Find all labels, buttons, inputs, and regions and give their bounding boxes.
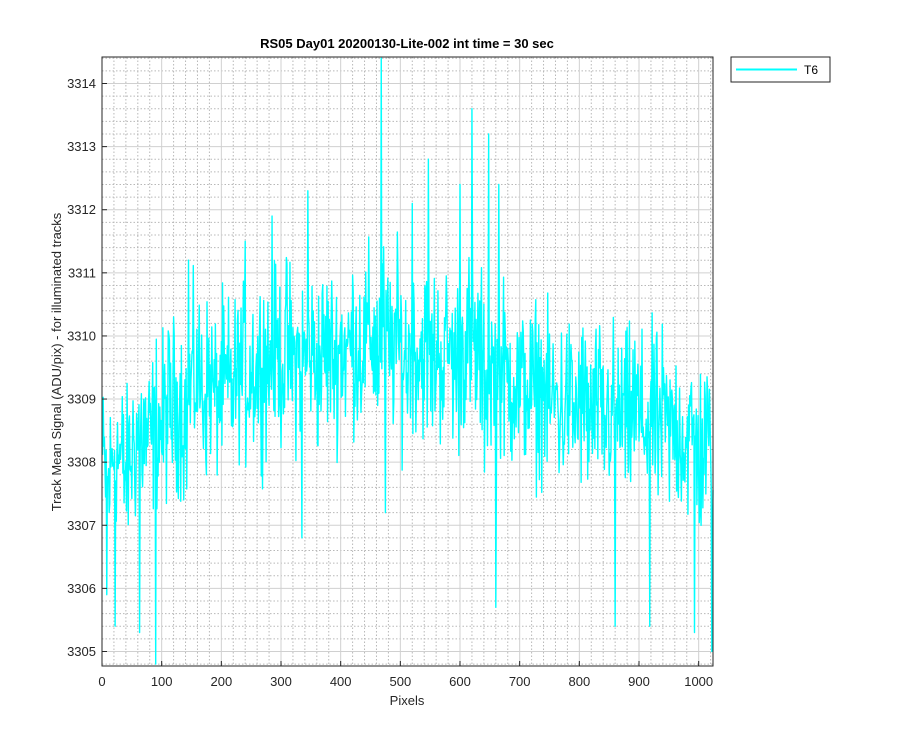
x-tick-label: 200 (210, 674, 232, 689)
y-tick-label: 3309 (67, 392, 96, 407)
plot-frame (101, 56, 714, 667)
x-tick-label: 1000 (684, 674, 713, 689)
y-tick-label: 3310 (67, 328, 96, 343)
y-tick-label: 3306 (67, 581, 96, 596)
chart-title: RS05 Day01 20200130-Lite-002 int time = … (260, 36, 554, 51)
series-line (101, 57, 714, 665)
x-tick-label: 300 (270, 674, 292, 689)
x-tick-label: 600 (449, 674, 471, 689)
x-tick-label: 500 (389, 674, 411, 689)
y-tick-label: 3313 (67, 139, 96, 154)
y-axis-label: Track Mean Signal (ADU/pix) - for illumi… (49, 212, 64, 511)
x-axis: 0 100 200 300 400 500 600 700 800 900 1000 (98, 661, 713, 689)
x-tick-label: 900 (628, 674, 650, 689)
y-tick-label: 3307 (67, 518, 96, 533)
x-tick-label: 800 (568, 674, 590, 689)
series-group (101, 57, 714, 665)
x-tick-label: 700 (509, 674, 531, 689)
y-tick-label: 3312 (67, 202, 96, 217)
minor-grid (102, 57, 713, 666)
legend-entry-label: T6 (804, 63, 818, 77)
x-axis-label: Pixels (390, 693, 425, 708)
y-tick-label: 3314 (67, 76, 96, 91)
x-tick-label: 0 (98, 674, 105, 689)
y-tick-label: 3311 (68, 265, 96, 280)
y-axis: 3305 3306 3307 3308 3309 3310 3311 3312 3313 3314 (67, 76, 107, 659)
x-tick-label: 100 (151, 674, 173, 689)
x-tick-label: 400 (330, 674, 352, 689)
y-tick-label: 3305 (67, 644, 96, 659)
legend: T6 (730, 56, 831, 83)
y-tick-label: 3308 (67, 455, 96, 470)
